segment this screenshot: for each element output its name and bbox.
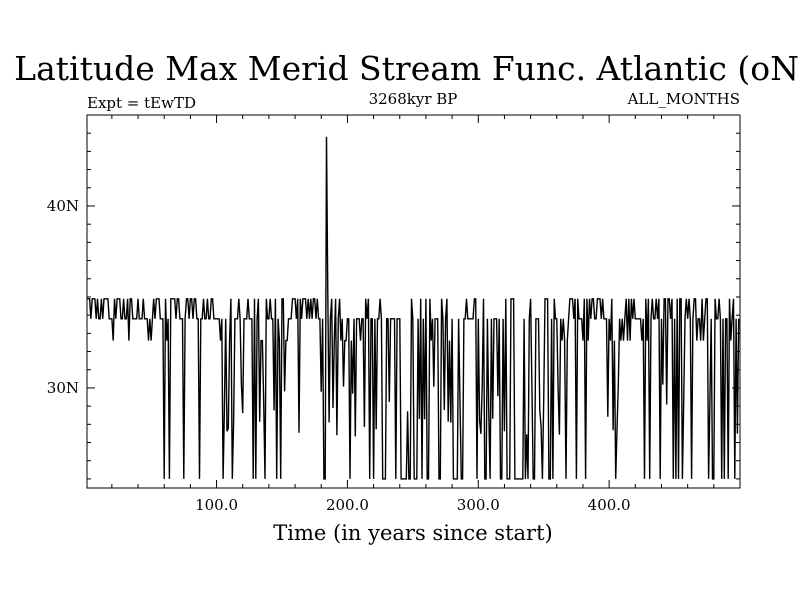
series-layer [87,136,740,480]
chart-title: Latitude Max Merid Stream Func. Atlantic… [14,49,800,88]
months-label: ALL_MONTHS [627,90,740,108]
period-label: 3268kyr BP [369,90,458,108]
x-tick-label: 100.0 [195,496,238,514]
x-tick-label: 400.0 [588,496,631,514]
tick-labels: 30N 40N 100.0 200.0 300.0 400.0 [47,197,631,514]
x-axis-label: Time (in years since start) [273,521,552,545]
y-tick-label: 30N [47,379,79,397]
x-tick-label: 200.0 [326,496,369,514]
plot-frame [86,114,741,489]
x-tick-label: 300.0 [457,496,500,514]
y-tick-label: 40N [47,197,79,215]
series-line [87,136,740,480]
experiment-label: Expt = tEwTD [87,94,196,112]
x-axis-ticks [111,115,741,488]
